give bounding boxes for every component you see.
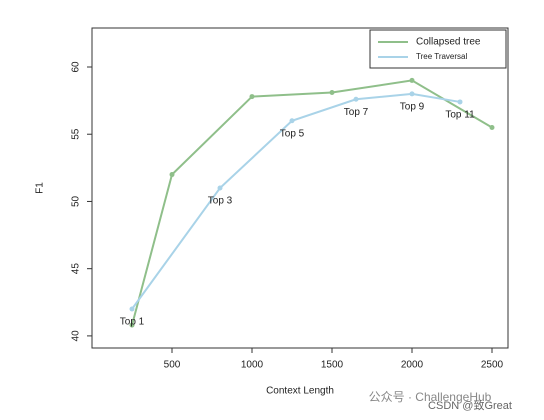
series-line — [131, 92, 461, 310]
point-label: Top 7 — [344, 107, 369, 118]
x-axis-label: Context Length — [266, 386, 334, 397]
x-tick-label: 1000 — [241, 360, 264, 371]
legend-box — [369, 29, 507, 69]
x-tick-label: 1500 — [321, 360, 344, 371]
point-label: Top 3 — [208, 196, 233, 207]
point — [329, 90, 335, 96]
y-tick-label: 45 — [71, 263, 82, 275]
point — [129, 306, 135, 312]
y-tick-label: 50 — [71, 195, 82, 207]
plot-frame — [91, 27, 509, 349]
point-label: Top 1 — [120, 317, 145, 328]
legend-label: Collapsed tree — [416, 37, 481, 48]
y-axis-label: F1 — [35, 182, 46, 194]
point — [129, 322, 135, 328]
watermark: 公众号 · ChallengeHub — [369, 390, 492, 404]
y-tick-label: 40 — [71, 330, 82, 342]
x-tick-label: 500 — [164, 360, 181, 371]
point-label: Top 5 — [280, 128, 305, 139]
point — [289, 118, 295, 124]
point — [353, 96, 359, 102]
point — [457, 99, 463, 105]
watermark: CSDN @致Great — [428, 398, 512, 412]
x-tick-label: 2000 — [401, 360, 424, 371]
point — [409, 77, 415, 83]
point — [249, 94, 255, 100]
point-label: Top 9 — [400, 102, 425, 113]
legend-label: Tree Traversal — [416, 52, 467, 61]
y-tick-label: 55 — [71, 128, 82, 140]
point-label: Top 11 — [445, 110, 475, 121]
y-tick-label: 60 — [71, 61, 82, 73]
series-line — [131, 79, 493, 326]
point — [409, 91, 415, 97]
point — [169, 172, 175, 178]
point — [217, 185, 223, 191]
point — [489, 124, 495, 130]
x-tick-label: 2500 — [481, 360, 504, 371]
